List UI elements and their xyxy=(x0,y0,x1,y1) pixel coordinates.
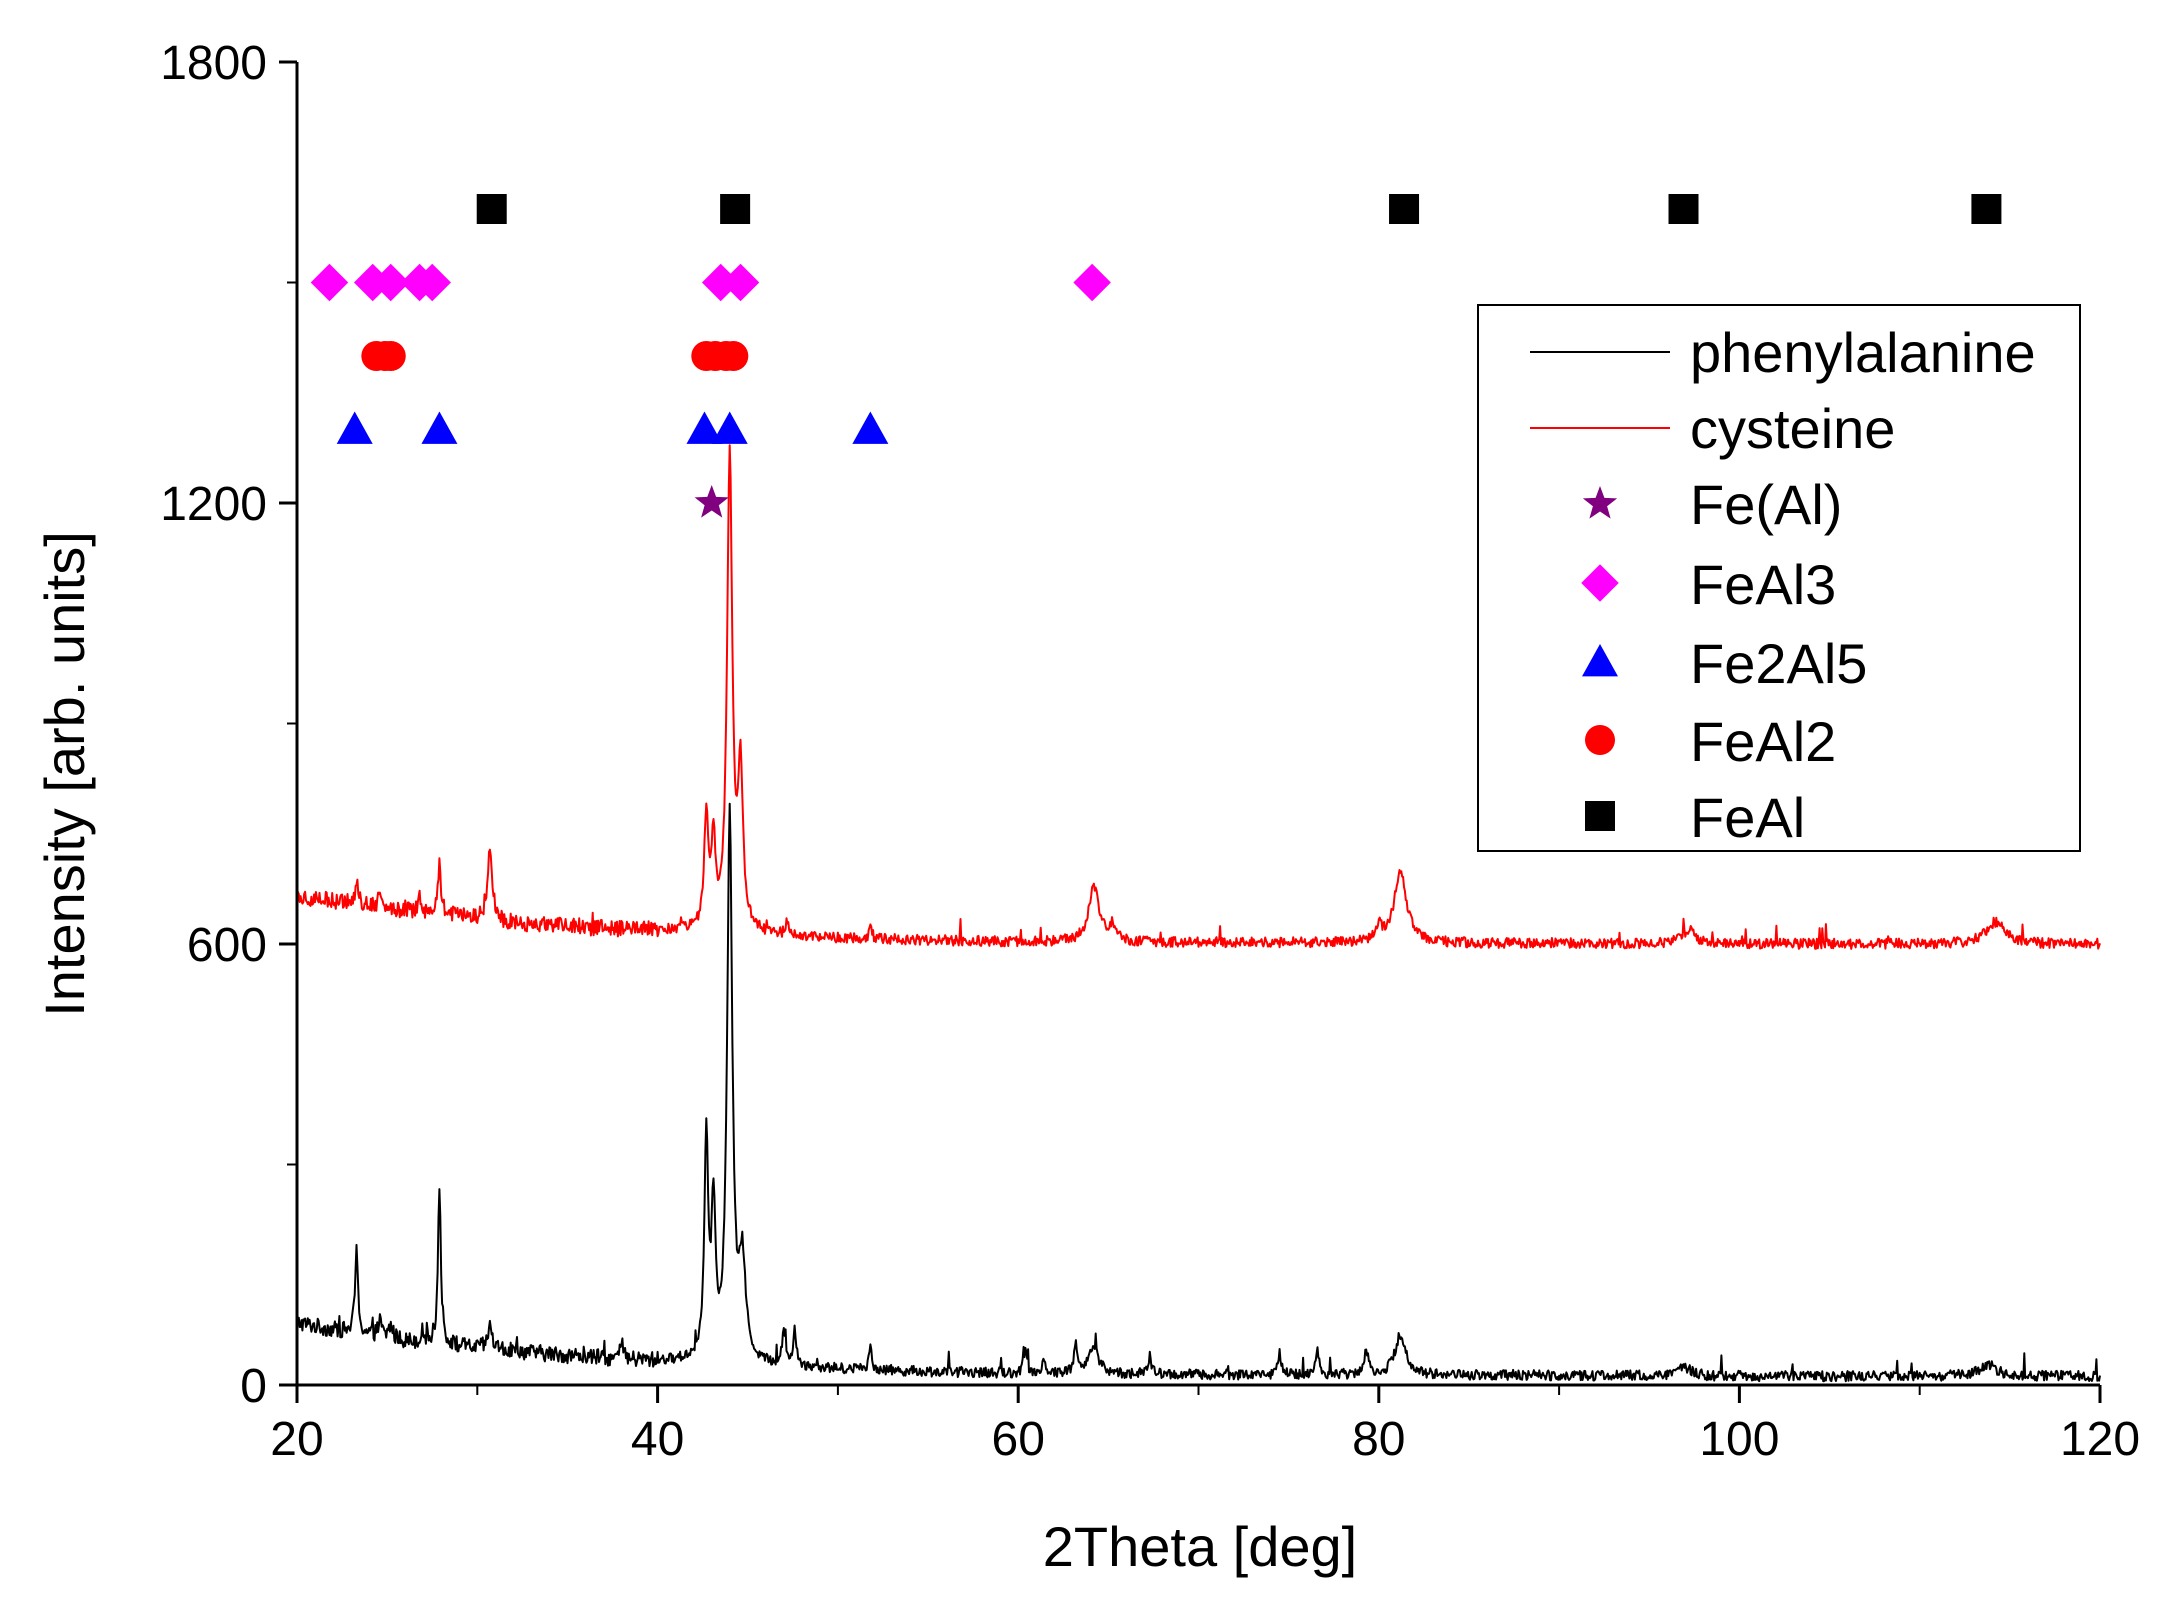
marker-feal2-6 xyxy=(718,341,749,371)
marker-fe2al5-4 xyxy=(852,411,889,444)
legend-label-feal2: FeAl2 xyxy=(1690,710,1836,773)
marker-feal-1 xyxy=(720,194,751,224)
legend-symbol-fe2al5 xyxy=(1582,644,1618,677)
marker-feal3-4 xyxy=(413,263,451,302)
y-axis-title: Intensity [arb. units] xyxy=(33,531,96,1017)
y-tick-label-0: 0 xyxy=(240,1360,267,1413)
marker-fe2al5-0 xyxy=(336,411,373,444)
legend-symbol-fe-al xyxy=(1582,486,1618,519)
x-tick-label-100: 100 xyxy=(1699,1413,1779,1466)
legend-symbol-feal xyxy=(1585,801,1615,831)
legend-label-phenylalanine: phenylalanine xyxy=(1690,321,2036,384)
legend-label-feal: FeAl xyxy=(1690,786,1805,849)
marker-feal3-7 xyxy=(1073,263,1111,302)
x-tick-label-120: 120 xyxy=(2060,1413,2140,1466)
x-tick-label-20: 20 xyxy=(270,1413,323,1466)
marker-feal-4 xyxy=(1971,194,2002,224)
marker-fe2al5-2 xyxy=(686,411,723,444)
marker-feal-3 xyxy=(1668,194,1699,224)
legend-symbol-feal2 xyxy=(1585,725,1615,755)
marker-feal3-0 xyxy=(310,263,349,302)
legend: phenylalanine cysteine Fe(Al) FeAl3 Fe2A… xyxy=(1477,304,2081,852)
legend-marker-feal3 xyxy=(1581,564,1619,602)
marker-feal3-2 xyxy=(372,263,410,302)
marker-feal3-5 xyxy=(701,263,740,302)
series-line-cysteine xyxy=(296,444,2101,950)
x-tick-label-60: 60 xyxy=(992,1413,1045,1466)
y-tick-label-1200: 1200 xyxy=(160,478,267,531)
marker-fe2al5-3 xyxy=(711,411,748,444)
x-tick-label-40: 40 xyxy=(631,1413,684,1466)
legend-marker-fe-al xyxy=(1582,486,1618,519)
legend-box xyxy=(1477,304,2081,852)
y-tick-label-1800: 1800 xyxy=(160,37,267,90)
marker-layer xyxy=(310,194,2002,518)
x-tick-label-80: 80 xyxy=(1352,1413,1405,1466)
legend-label-fe-al: Fe(Al) xyxy=(1690,473,1842,536)
series-line-phenylalanine xyxy=(296,802,2101,1383)
legend-marker-feal2 xyxy=(1585,725,1615,755)
marker-feal-0 xyxy=(476,194,507,224)
marker-feal3-6 xyxy=(721,263,760,302)
marker-fe-al-0 xyxy=(694,485,729,518)
marker-fe2al5-1 xyxy=(421,411,458,444)
series-layer xyxy=(296,444,2101,1383)
legend-label-cysteine: cysteine xyxy=(1690,397,1895,460)
marker-feal2-2 xyxy=(375,341,406,371)
legend-label-fe2al5: Fe2Al5 xyxy=(1690,632,1867,695)
legend-label-feal3: FeAl3 xyxy=(1690,553,1836,616)
y-tick-label-600: 600 xyxy=(187,919,267,972)
legend-marker-fe2al5 xyxy=(1582,644,1618,677)
legend-symbol-feal3 xyxy=(1581,564,1619,602)
x-axis-title: 2Theta [deg] xyxy=(1043,1515,1357,1578)
legend-marker-feal xyxy=(1585,801,1615,831)
marker-feal-2 xyxy=(1389,194,1420,224)
